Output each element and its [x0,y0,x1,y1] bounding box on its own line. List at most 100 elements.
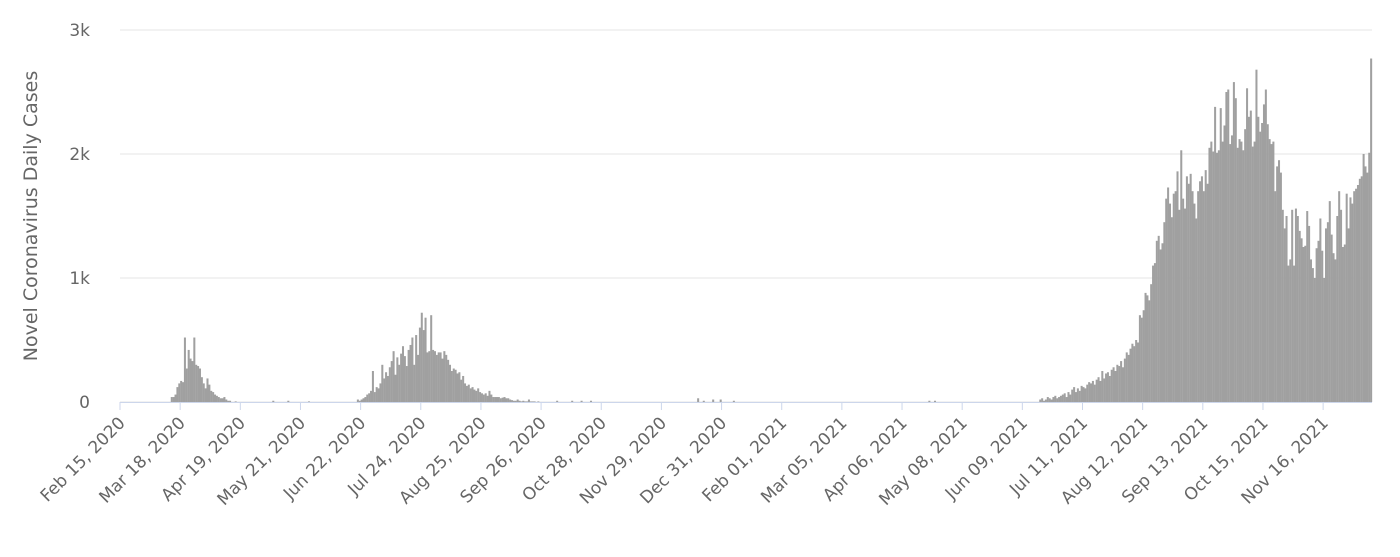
bar [1336,216,1339,402]
bar [215,395,218,402]
bar [1338,191,1341,402]
bar [1182,198,1185,402]
bar [1208,147,1211,402]
bar [1219,108,1222,403]
bar [1231,135,1234,402]
bar [1167,187,1170,402]
bar [403,356,406,402]
bar [1221,141,1224,402]
bar [1334,259,1337,402]
bar [368,393,371,402]
bar [1306,211,1309,402]
bar [1293,265,1296,402]
bar [1180,150,1183,402]
bar [533,401,536,402]
y-tick-label: 3k [69,21,90,41]
bar [522,400,525,402]
bar [400,353,403,402]
bar [475,390,478,402]
bar [1262,104,1265,403]
bar [1340,209,1343,402]
bar [1356,185,1359,402]
bar [1311,268,1314,402]
bar [1080,385,1083,402]
bar [933,400,937,402]
bar [1116,364,1119,402]
bar [1161,243,1164,402]
bar [1368,152,1371,402]
bar [1133,346,1136,402]
bar [1353,191,1356,402]
bar [1206,183,1209,402]
bar [1317,240,1320,402]
bar [1202,191,1205,402]
bar [1244,129,1247,402]
bar [1170,217,1173,402]
bar [1261,123,1264,402]
bar [1289,259,1292,402]
bar [556,400,559,402]
bar [1184,208,1187,402]
bar [494,397,497,402]
bar [1366,172,1369,402]
bar [719,399,722,402]
bar [473,389,476,402]
bar [1251,146,1254,402]
bar [1043,400,1046,402]
bar [460,379,463,402]
bar [1052,397,1055,402]
bar [1343,244,1346,402]
bar [1304,245,1307,402]
bar [394,374,397,402]
bar [307,401,311,402]
bar [465,385,468,402]
bar [180,380,183,402]
bar [443,351,446,402]
bar [1364,166,1367,402]
bar [198,368,201,402]
bar [1148,300,1151,402]
bar [479,392,482,402]
bar [1249,110,1252,402]
bar [1285,216,1288,402]
bar [439,352,442,402]
bar [1300,238,1303,402]
bar [1199,181,1202,402]
bar [1291,209,1294,402]
bar [1157,235,1160,402]
bar [1105,373,1108,402]
bar [217,397,220,402]
bar [1118,366,1121,402]
bar [482,394,485,402]
bar [441,358,444,402]
bar [1255,69,1258,403]
bar [172,397,175,402]
bar [1059,395,1062,402]
bar [1163,222,1166,402]
bar [1242,150,1245,402]
bar [375,387,378,402]
bar [1093,384,1096,402]
bar [1259,131,1262,402]
bar [1328,201,1331,402]
bar [422,330,425,402]
bar [386,375,389,402]
bar [170,397,173,402]
bar [1360,176,1363,402]
bar [447,359,450,402]
bar [1283,228,1286,402]
bar [1197,191,1200,402]
bar [1082,387,1085,402]
bar [1200,176,1203,402]
bar [497,397,500,402]
bar [1266,124,1269,403]
bar [1210,141,1213,402]
bar [1073,387,1076,402]
bar [1097,377,1100,402]
bar [428,351,431,402]
bar [571,400,574,402]
bar [212,392,215,402]
bar [1103,378,1106,402]
bar [580,400,583,402]
